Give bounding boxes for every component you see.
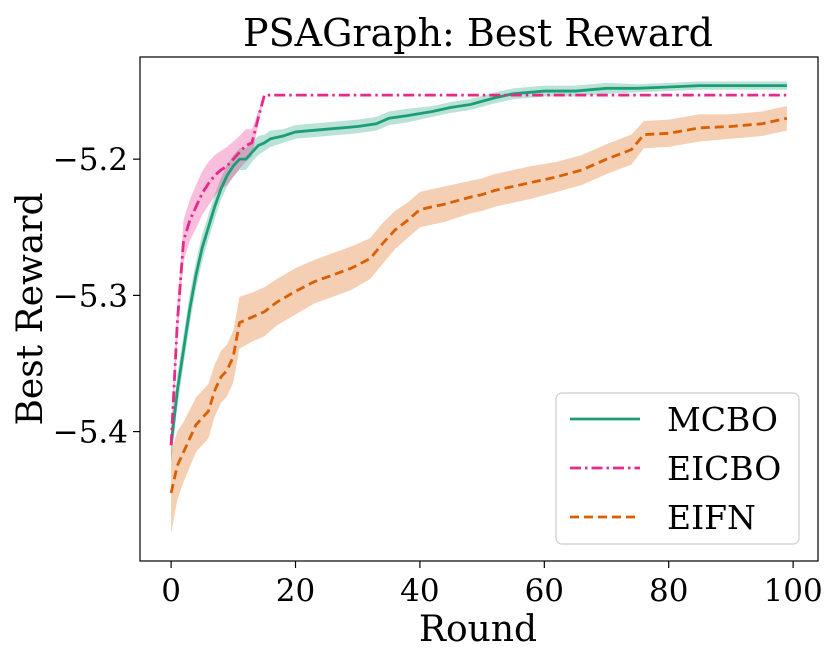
legend: MCBO EICBO EIFN: [555, 392, 800, 545]
x-tick-label: 0: [161, 573, 181, 609]
plot-frame: [139, 56, 819, 562]
chart-title: PSAGraph: Best Reward: [243, 11, 713, 55]
confidence-bands: [171, 81, 787, 534]
eicbo-series-line: [169, 93, 787, 446]
eifn-legend-label: EIFN: [667, 498, 756, 537]
y-axis-ticks: −5.2 −5.3 −5.4: [53, 142, 140, 451]
y-tick-label: −5.3: [53, 278, 128, 314]
mcbo-legend-label: MCBO: [667, 400, 778, 439]
x-tick-label: 80: [649, 573, 688, 609]
mcbo-series-line: [169, 84, 787, 446]
x-axis-ticks: 0 20 40 60 80 100: [161, 561, 823, 609]
y-axis-label: Best Reward: [10, 192, 51, 425]
eifn-series-line: [169, 116, 788, 494]
series-lines: [169, 84, 788, 494]
eifn-confidence-band: [171, 106, 787, 534]
x-tick-label: 20: [276, 573, 315, 609]
y-tick-label: −5.4: [53, 415, 128, 451]
x-tick-label: 100: [764, 573, 823, 609]
x-axis-label: Round: [419, 609, 537, 650]
x-tick-label: 40: [400, 573, 439, 609]
y-tick-label: −5.2: [53, 142, 128, 178]
eicbo-legend-label: EICBO: [667, 449, 781, 488]
legend-box: [555, 392, 800, 545]
x-tick-label: 60: [525, 573, 564, 609]
